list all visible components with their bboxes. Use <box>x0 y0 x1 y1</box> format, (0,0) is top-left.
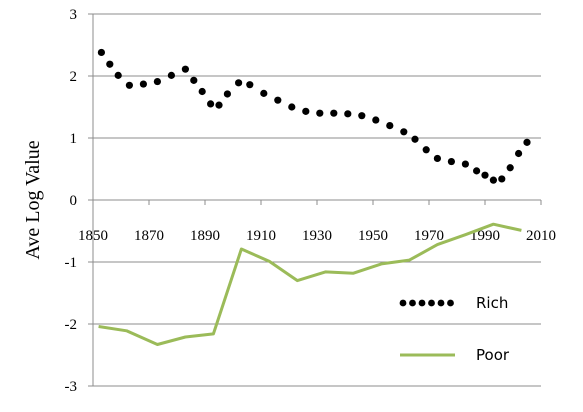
rich-point <box>330 109 338 117</box>
rich-point <box>506 164 514 172</box>
rich-point <box>489 176 497 184</box>
x-tick-label: 1950 <box>358 228 388 244</box>
x-tick-labels: 1850 1870 1890 1910 1930 1950 1970 1990 2010 <box>78 200 556 244</box>
rich-point <box>260 89 268 97</box>
y-axis-title: Ave Log Value <box>22 140 44 259</box>
rich-legend-marker <box>409 299 416 307</box>
rich-point <box>207 100 215 108</box>
rich-point <box>400 128 408 136</box>
rich-point <box>473 167 481 175</box>
rich-point <box>302 107 310 115</box>
rich-point <box>235 79 243 87</box>
rich-point <box>97 48 105 57</box>
x-tick-label: 1970 <box>414 228 444 244</box>
rich-point <box>246 81 254 89</box>
rich-legend-marker <box>447 299 454 307</box>
y-tick-label: 0 <box>70 193 78 209</box>
rich-point <box>515 149 523 158</box>
rich-point <box>316 109 324 117</box>
rich-point <box>125 81 133 89</box>
y-tick-labels: 3 2 1 0 -1 -2 -3 <box>65 7 93 395</box>
y-tick-label: -1 <box>65 255 78 271</box>
rich-point <box>274 96 282 104</box>
rich-point <box>114 71 122 79</box>
x-tick-label: 1990 <box>470 228 500 244</box>
data-series <box>97 48 531 346</box>
rich-point <box>198 87 206 96</box>
x-tick-label: 1850 <box>78 228 108 244</box>
x-tick-label: 1910 <box>246 228 276 244</box>
rich-point <box>181 65 189 73</box>
rich-point <box>358 112 366 120</box>
rich-point <box>372 116 380 124</box>
rich-point <box>106 60 114 68</box>
y-tick-label: 3 <box>70 7 78 23</box>
rich-point <box>190 76 198 84</box>
x-tick-label: 1890 <box>190 228 220 244</box>
rich-point <box>461 160 469 168</box>
rich-point <box>411 135 419 143</box>
rich-point <box>139 80 147 88</box>
rich-point <box>215 101 223 109</box>
rich-point <box>422 146 430 154</box>
y-tick-label: 1 <box>70 131 78 147</box>
rich-point <box>523 138 531 146</box>
x-tick-label: 2010 <box>526 228 556 244</box>
rich-legend-marker <box>418 299 426 307</box>
rich-legend-label: Rich <box>476 294 508 312</box>
legend: Rich Poor <box>399 294 510 364</box>
x-tick-label: 1930 <box>302 228 332 244</box>
rich-point <box>288 103 296 111</box>
rich-point <box>447 157 455 166</box>
rich-point <box>498 175 506 183</box>
rich-point <box>153 77 161 86</box>
poor-series-line <box>98 222 522 346</box>
poor-legend-label: Poor <box>476 346 510 364</box>
rich-point <box>433 154 441 163</box>
gridlines <box>93 13 541 387</box>
x-tick-label: 1870 <box>134 228 164 244</box>
rich-point <box>167 71 175 79</box>
rich-legend-marker <box>428 299 435 307</box>
y-tick-label: -3 <box>65 379 78 395</box>
rich-point <box>223 90 231 98</box>
y-tick-label: 2 <box>70 69 78 85</box>
rich-point <box>386 122 394 130</box>
rich-point <box>481 171 489 179</box>
rich-legend-marker <box>399 299 407 307</box>
rich-legend-marker <box>437 299 445 307</box>
rich-point <box>344 110 352 118</box>
y-tick-label: -2 <box>65 317 78 333</box>
